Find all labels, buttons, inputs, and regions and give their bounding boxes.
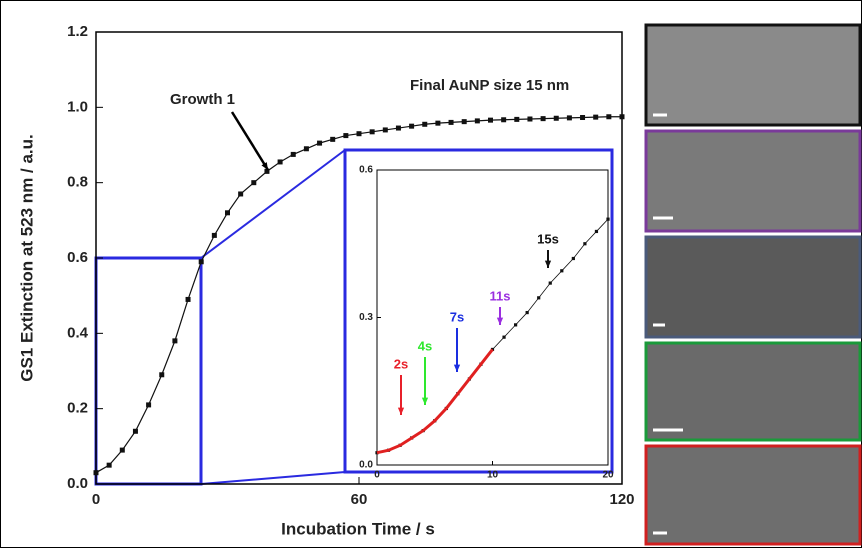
x-tick-label: 20	[602, 470, 614, 481]
data-point	[580, 115, 585, 120]
data-point	[317, 141, 322, 146]
x-tick-label: 120	[609, 491, 634, 508]
data-point	[186, 297, 191, 302]
data-point	[560, 269, 563, 272]
data-point	[606, 114, 611, 119]
data-point	[620, 114, 625, 119]
y-tick-label: 0.8	[67, 174, 88, 191]
micrograph	[646, 237, 860, 337]
figure: Incubation Time / s GS1 Extinction at 52…	[0, 0, 862, 548]
data-point	[549, 281, 552, 284]
annotation: 4s	[418, 338, 432, 353]
data-point	[251, 180, 256, 185]
data-point	[475, 118, 480, 123]
x-tick-label: 10	[487, 470, 499, 481]
data-point	[383, 127, 388, 132]
annotation: 15s	[537, 231, 559, 246]
data-point	[572, 257, 575, 260]
data-point	[462, 119, 467, 124]
annotation: 7s	[450, 309, 464, 324]
data-point	[278, 159, 283, 164]
data-point	[606, 218, 609, 221]
data-point	[343, 133, 348, 138]
data-point	[133, 429, 138, 434]
data-point	[146, 402, 151, 407]
y-axis-label: GS1 Extinction at 523 nm / a.u.	[17, 134, 36, 382]
data-point	[537, 296, 540, 299]
data-point	[172, 338, 177, 343]
micrograph	[646, 446, 860, 544]
data-point	[422, 122, 427, 127]
annotation: Final AuNP size 15 nm	[410, 77, 569, 94]
x-tick-label: 0	[92, 491, 100, 508]
y-tick-label: 0.4	[67, 324, 89, 341]
micrographs	[646, 25, 860, 544]
data-point	[304, 146, 309, 151]
data-point	[225, 210, 230, 215]
data-point	[526, 311, 529, 314]
x-tick-label: 0	[374, 470, 380, 481]
data-point	[396, 126, 401, 131]
annotation: 2s	[394, 356, 408, 371]
y-tick-label: 0.3	[359, 312, 373, 323]
data-point	[554, 116, 559, 121]
data-point	[291, 152, 296, 157]
data-point	[449, 120, 454, 125]
data-point	[409, 124, 414, 129]
y-tick-label: 1.2	[67, 23, 88, 40]
data-point	[330, 137, 335, 142]
data-point	[212, 233, 217, 238]
data-point	[502, 336, 505, 339]
data-point	[370, 129, 375, 134]
data-point	[595, 230, 598, 233]
x-axis-label: Incubation Time / s	[281, 519, 435, 538]
annotation: Growth 1	[170, 91, 235, 108]
micrograph	[646, 131, 860, 231]
data-point	[488, 118, 493, 123]
data-point	[120, 448, 125, 453]
y-tick-label: 0.0	[359, 460, 373, 471]
micrograph	[646, 25, 860, 125]
data-point	[541, 116, 546, 121]
y-tick-label: 1.0	[67, 98, 88, 115]
y-tick-label: 0.6	[67, 249, 88, 266]
data-point	[435, 121, 440, 126]
data-point	[514, 117, 519, 122]
inset-box	[345, 150, 612, 472]
data-point	[514, 323, 517, 326]
micrograph	[646, 343, 860, 440]
data-point	[238, 191, 243, 196]
x-tick-label: 60	[351, 491, 368, 508]
data-point	[527, 117, 532, 122]
annotation: 11s	[490, 288, 511, 303]
data-point	[94, 470, 99, 475]
y-tick-label: 0.6	[359, 165, 373, 176]
data-point	[583, 242, 586, 245]
data-point	[357, 131, 362, 136]
data-point	[501, 117, 506, 122]
data-point	[567, 115, 572, 120]
data-point	[199, 259, 204, 264]
data-point	[159, 372, 164, 377]
data-point	[107, 463, 112, 468]
data-point	[593, 115, 598, 120]
y-tick-label: 0.0	[67, 475, 88, 492]
y-tick-label: 0.2	[67, 400, 88, 417]
